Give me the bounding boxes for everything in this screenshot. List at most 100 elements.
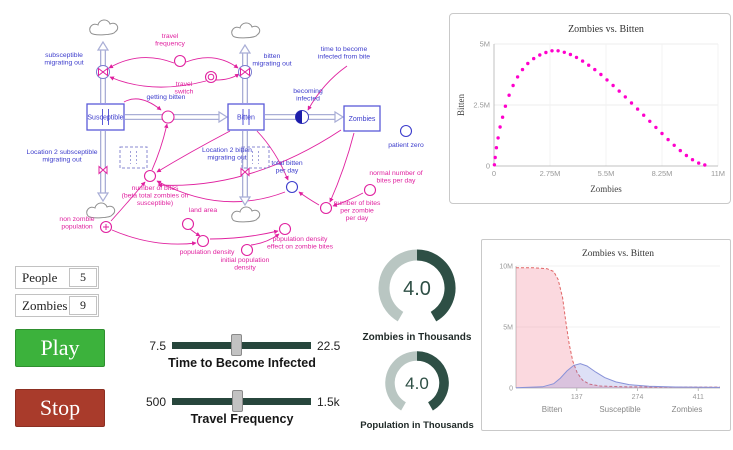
aux-normal-number-of-bites[interactable]: normal number of bites per day — [363, 170, 423, 197]
gauge-value: 4.0 — [403, 278, 431, 300]
scatter-chart-panel: 0 2.5M 5M 0 2.75M 5.5M 8.25M 11M Zombies vs. Bit… — [449, 13, 731, 204]
svg-text:10M: 10M — [499, 264, 513, 271]
flow-valve[interactable] — [96, 65, 110, 79]
people-label: People — [22, 269, 58, 285]
cloud-source-sink[interactable] — [89, 19, 119, 36]
svg-text:patient zero: patient zero — [388, 142, 424, 149]
flow-valve[interactable] — [238, 65, 252, 79]
svg-text:Bitten: Bitten — [542, 405, 562, 414]
svg-text:2.5M: 2.5M — [473, 101, 490, 110]
slider1-caption: Time to Become Infected — [168, 356, 316, 370]
scatter-chart: 0 2.5M 5M 0 2.75M 5.5M 8.25M 11M Zombies vs. Bit… — [456, 24, 725, 194]
flow-valve[interactable] — [240, 167, 250, 177]
slider2-max-label: 1.5k — [317, 395, 340, 409]
model-diagram-canvas[interactable]: Susceptible Bitten Zombies travel frequency t… — [0, 0, 460, 300]
slider1-handle[interactable] — [231, 334, 242, 356]
zombies-value-input[interactable]: 9 — [69, 296, 97, 315]
aux-bites-per-zombie-per-day[interactable]: number of bites per zombie per day — [319, 200, 382, 222]
stock-bitten[interactable]: Bitten — [227, 103, 265, 131]
svg-text:137: 137 — [571, 394, 583, 401]
stock-susceptible[interactable]: Susceptible — [86, 103, 125, 131]
aux-population-density-effect[interactable]: population density effect on zombie bites — [267, 222, 334, 251]
people-value-input[interactable]: 5 — [69, 268, 97, 287]
svg-text:0: 0 — [509, 386, 513, 393]
svg-text:5M: 5M — [503, 325, 513, 332]
aux-patient-zero[interactable]: patient zero — [388, 124, 424, 150]
svg-text:0: 0 — [486, 162, 490, 171]
aux-land-area[interactable]: land area — [181, 207, 218, 231]
slider2-track[interactable] — [172, 390, 311, 412]
people-field-row: People 5 — [15, 266, 99, 289]
stop-button[interactable]: Stop — [15, 389, 105, 427]
zombies-gauge-label: Zombies in Thousands — [362, 332, 472, 343]
flow-valve[interactable] — [295, 110, 309, 124]
aux-initial-population-density[interactable]: initial population density — [221, 243, 270, 272]
svg-text:land area: land area — [189, 207, 218, 214]
svg-text:Bitten: Bitten — [237, 115, 255, 122]
ghost-stock[interactable] — [119, 146, 148, 169]
aux-non-zombie-population[interactable]: non zombie population — [59, 216, 113, 234]
flow-valve[interactable] — [161, 110, 175, 124]
svg-text:8.25M: 8.25M — [652, 169, 673, 178]
slider2-handle[interactable] — [232, 390, 243, 412]
svg-text:11M: 11M — [711, 169, 725, 178]
svg-text:5.5M: 5.5M — [598, 169, 615, 178]
svg-text:Susceptible: Susceptible — [599, 405, 641, 414]
svg-text:Zombies vs. Bitten: Zombies vs. Bitten — [568, 24, 644, 35]
area-chart: 0 5M 10M 137 274 411 Zombies vs. Bitten Bitten S… — [499, 249, 721, 414]
aux-number-of-bites[interactable]: number of bites (beta total zombies on sus… — [122, 169, 189, 208]
svg-text:Zombies: Zombies — [590, 184, 622, 194]
slider2-caption: Travel Frequency — [190, 412, 294, 426]
flow-pipe[interactable] — [238, 131, 252, 207]
flow-pipe[interactable] — [96, 131, 110, 203]
zombies-label: Zombies — [22, 297, 68, 313]
svg-text:0: 0 — [492, 169, 496, 178]
svg-text:5M: 5M — [480, 40, 490, 49]
flow-valve[interactable] — [98, 165, 108, 175]
svg-text:getting bitten: getting bitten — [147, 94, 186, 101]
aux-total-bitten-per-day[interactable]: total bitten per day — [271, 160, 303, 194]
svg-text:Zombies: Zombies — [349, 116, 376, 123]
svg-text:Zombies vs. Bitten: Zombies vs. Bitten — [582, 249, 654, 259]
play-button[interactable]: Play — [15, 329, 105, 367]
aux-travel-frequency[interactable]: travel frequency — [155, 33, 187, 68]
ghost-stock[interactable] — [241, 146, 270, 169]
svg-text:Susceptible: Susceptible — [87, 115, 123, 122]
aux-population-density[interactable]: population density — [180, 234, 235, 257]
svg-text:411: 411 — [693, 394, 704, 401]
aux-travel-switch[interactable]: travel switch — [175, 70, 218, 96]
cloud-source-sink[interactable] — [231, 206, 261, 223]
zombies-field-row: Zombies 9 — [15, 294, 99, 317]
stock-zombies[interactable]: Zombies — [343, 105, 381, 132]
svg-text:Bitten: Bitten — [456, 94, 466, 116]
influence-connectors — [108, 57, 364, 246]
flow-pipe[interactable] — [125, 110, 229, 124]
slider2-min-label: 500 — [145, 395, 166, 409]
svg-text:population density: population density — [180, 249, 235, 256]
svg-text:Zombies: Zombies — [672, 405, 703, 414]
slider1-track[interactable] — [172, 334, 311, 356]
svg-text:274: 274 — [632, 394, 644, 401]
cloud-source-sink[interactable] — [86, 202, 116, 219]
population-gauge: 4.0 — [385, 351, 449, 411]
gauge-value: 4.0 — [405, 374, 429, 393]
cloud-source-sink[interactable] — [231, 22, 261, 39]
slider1-max-label: 22.5 — [317, 339, 341, 353]
area-chart-panel: 0 5M 10M 137 274 411 Zombies vs. Bitten Bitten S… — [481, 239, 731, 431]
zombies-gauge: 4.0 — [378, 249, 456, 322]
svg-text:2.75M: 2.75M — [540, 169, 561, 178]
